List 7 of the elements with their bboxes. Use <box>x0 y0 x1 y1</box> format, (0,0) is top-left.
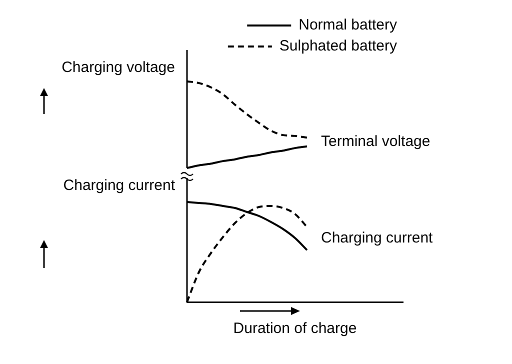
y-axis-title: Charging voltage <box>62 59 175 76</box>
legend-label: Normal battery <box>298 16 398 34</box>
x-axis-title: Duration of charge <box>233 320 357 338</box>
annotation: Terminal voltage <box>321 133 430 150</box>
legend-label: Sulphated battery <box>279 38 398 55</box>
annotation: Charging current <box>321 230 434 247</box>
y-axis-title: Charging current <box>63 177 176 194</box>
